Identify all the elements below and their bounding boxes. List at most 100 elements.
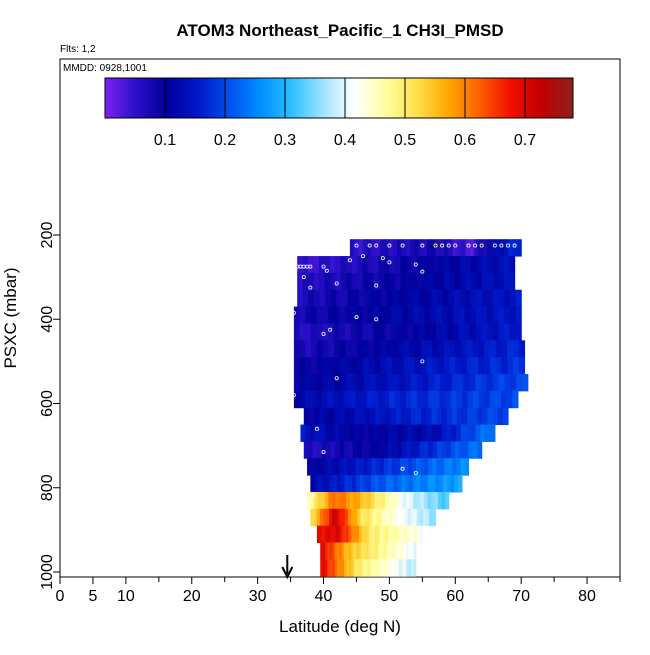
heatmap-cell — [356, 525, 360, 544]
heatmap-cell — [340, 525, 344, 544]
heatmap-cell — [364, 374, 371, 392]
heatmap-cell — [465, 289, 472, 308]
heatmap-cell — [339, 542, 343, 560]
heatmap-cell — [329, 508, 333, 527]
heatmap-cell — [445, 491, 450, 510]
heatmap-cell — [364, 525, 368, 544]
heatmap-cell — [403, 340, 410, 358]
heatmap-cell — [307, 458, 312, 476]
plot-frame — [59, 58, 621, 578]
heatmap-cell — [422, 272, 429, 291]
heatmap-cell — [302, 256, 309, 274]
heatmap-cell — [475, 306, 482, 324]
sample-points — [291, 243, 517, 568]
sample-point — [311, 494, 316, 499]
heatmap-cell — [504, 239, 509, 257]
heatmap-cell — [395, 458, 401, 476]
heatmap-cell — [373, 424, 379, 442]
heatmap-cell — [373, 306, 380, 324]
heatmap-cell — [327, 542, 331, 560]
heatmap-cell — [396, 542, 400, 560]
heatmap-cell — [406, 559, 410, 577]
heatmap-cell — [344, 508, 349, 527]
heatmap-cell — [329, 256, 336, 274]
heatmap-cell — [471, 256, 478, 274]
heatmap-cell — [331, 491, 336, 510]
y-tick-label: 400 — [39, 306, 56, 333]
heatmap-cell — [441, 306, 448, 324]
heatmap-cell — [441, 491, 446, 510]
heatmap-cell — [402, 491, 407, 510]
heatmap-cell — [324, 272, 331, 291]
heatmap-cell — [431, 424, 438, 442]
heatmap-cell — [375, 458, 381, 476]
heatmap-cell — [397, 475, 402, 493]
heatmap-cell — [436, 407, 443, 426]
heatmap-cell — [380, 525, 384, 544]
heatmap-cell — [378, 272, 385, 291]
heatmap-cell — [373, 272, 380, 291]
heatmap-cell — [435, 306, 443, 324]
heatmap-cell — [485, 424, 491, 442]
heatmap-cell — [438, 272, 445, 291]
heatmap-cell — [324, 525, 329, 544]
heatmap-cell — [421, 424, 428, 442]
heatmap-cell — [512, 390, 519, 409]
sample-point — [334, 376, 339, 381]
heatmap-cell — [358, 542, 362, 560]
heatmap-cell — [406, 491, 411, 510]
heatmap-cell — [355, 458, 361, 476]
heatmap-cell — [452, 458, 457, 476]
heatmap-cell — [344, 559, 348, 577]
heatmap-cell — [456, 239, 462, 257]
heatmap-cell — [340, 340, 347, 358]
colorbar-tick-label: 0.7 — [514, 132, 536, 149]
heatmap-cell — [380, 357, 387, 375]
heatmap-cell — [492, 272, 499, 291]
heatmap-cell — [401, 323, 409, 341]
heatmap-cell — [443, 340, 451, 358]
heatmap-cell — [518, 340, 526, 358]
heatmap-cell — [498, 374, 505, 392]
heatmap-cell — [410, 441, 416, 459]
heatmap-cell — [405, 239, 411, 257]
heatmap-cell — [328, 491, 333, 510]
heatmap-cell — [316, 508, 321, 527]
heatmap-cell — [345, 340, 353, 358]
heatmap-cell — [313, 508, 318, 527]
heatmap-cell — [391, 508, 396, 527]
sample-point — [499, 243, 504, 248]
heatmap-cell — [439, 390, 446, 409]
heatmap-cell — [349, 407, 356, 426]
heatmap-cell — [422, 239, 428, 257]
heatmap-cell — [411, 525, 416, 544]
heatmap-row — [320, 542, 417, 560]
heatmap-cell — [346, 256, 353, 274]
heatmap-cell — [403, 542, 407, 560]
heatmap-cell — [487, 289, 494, 308]
heatmap-cell — [418, 323, 426, 341]
heatmap-cell — [360, 491, 365, 510]
heatmap-cell — [420, 289, 427, 308]
heatmap-cell — [353, 559, 357, 577]
heatmap-cell — [420, 357, 428, 375]
heatmap-cell — [450, 441, 456, 459]
heatmap-cell — [440, 458, 445, 476]
heatmap-cell — [428, 458, 433, 476]
heatmap-cell — [329, 559, 333, 577]
heatmap-cell — [334, 374, 342, 392]
sample-point — [466, 243, 471, 248]
heatmap-cell — [441, 323, 448, 341]
heatmap-cell — [447, 306, 454, 324]
heatmap-cell — [427, 256, 434, 274]
heatmap-cell — [349, 390, 357, 409]
heatmap-cell — [508, 239, 514, 257]
heatmap-cell — [431, 239, 437, 257]
sample-point — [433, 243, 438, 248]
heatmap-cell — [378, 256, 385, 274]
heatmap-cell — [431, 491, 436, 510]
heatmap-cell — [319, 508, 324, 527]
heatmap-cell — [377, 525, 381, 544]
heatmap-cell — [387, 542, 391, 560]
heatmap-cell — [362, 256, 369, 274]
